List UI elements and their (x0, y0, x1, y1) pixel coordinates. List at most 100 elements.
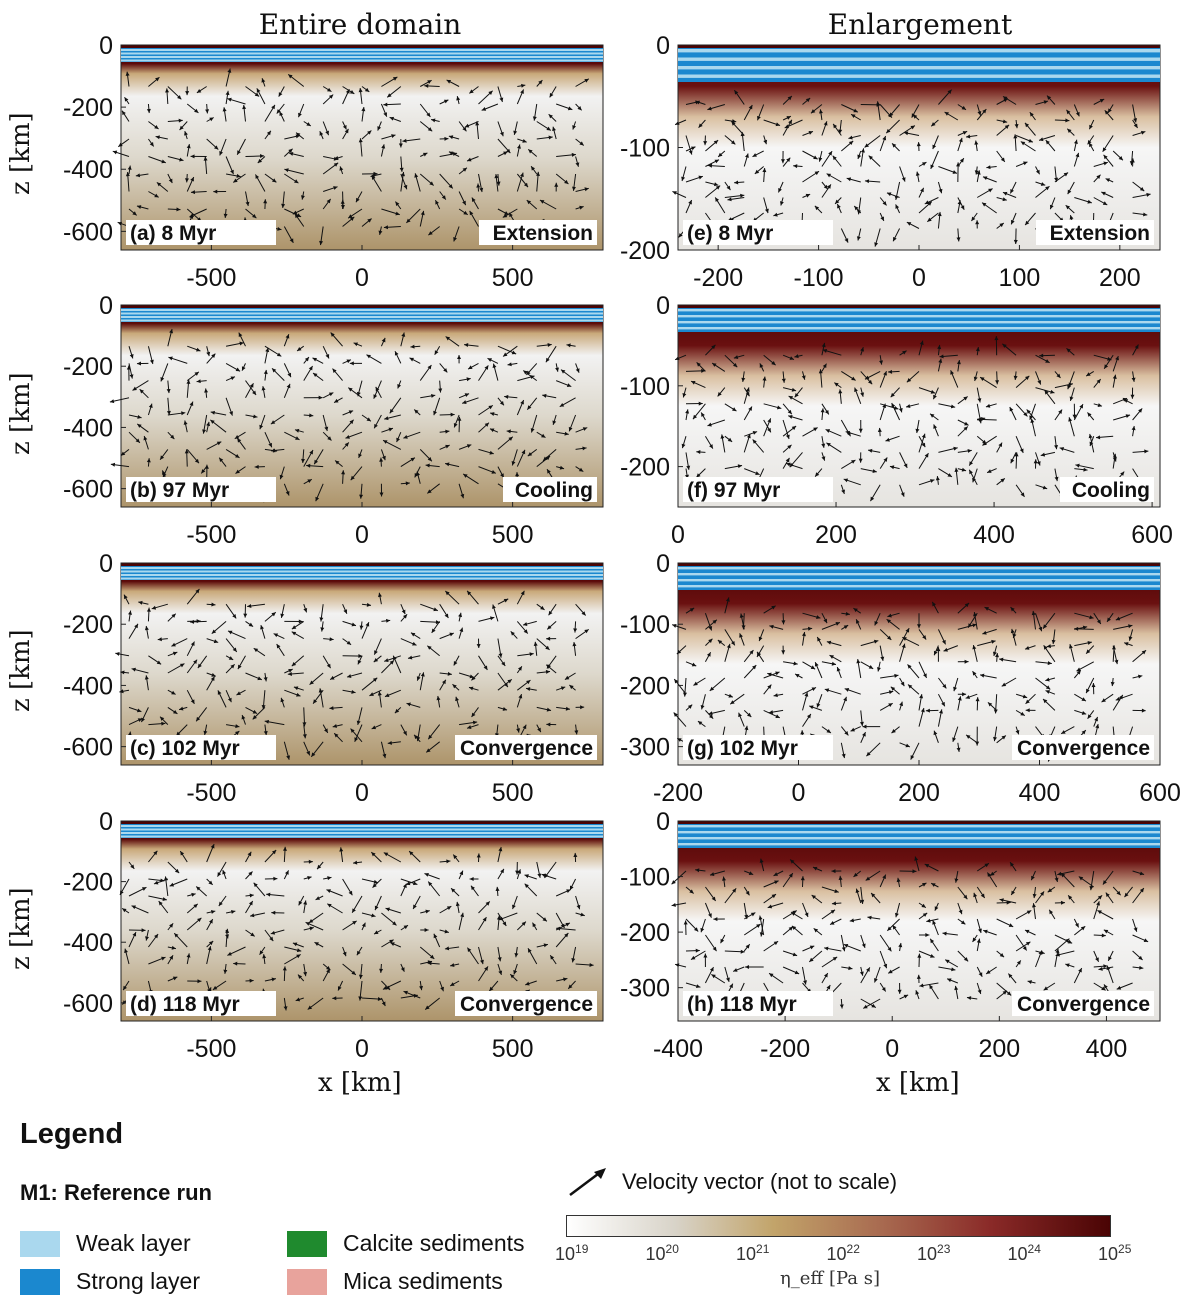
x-tick-label: 200 (815, 521, 857, 549)
panel-e-plot: 0 -100 -200 -200 -100 0 100 200 (e) 8 Myr Extensi… (620, 32, 1161, 292)
y-tick-label: -200 (620, 672, 670, 700)
y-tick-label: -100 (620, 611, 670, 639)
x-tick-label: 400 (973, 521, 1015, 549)
y-tick-label: -300 (620, 975, 670, 1003)
weak-layer (121, 574, 603, 576)
legend-item-strong: Strong layer (20, 1268, 200, 1295)
weak-layer (121, 312, 603, 315)
x-axis-label-right: x [km] (876, 1068, 960, 1098)
panel-label: (h) 118 Myr (687, 993, 797, 1016)
legend-run-name: M1: Reference run (20, 1180, 212, 1205)
x-tick-label: -200 (693, 264, 743, 292)
strong-layer (121, 566, 603, 580)
y-tick-label: -200 (620, 919, 670, 947)
x-tick-label: 400 (1086, 1035, 1128, 1063)
phase-label-box (1012, 735, 1154, 760)
weak-layer (121, 567, 603, 569)
weak-layer (678, 315, 1160, 318)
velocity-field (115, 588, 590, 760)
y-tick-label: 0 (656, 292, 670, 320)
x-tick-label: 200 (898, 779, 940, 807)
mica-sediments-swatch (287, 1268, 327, 1295)
weak-layer (121, 828, 603, 831)
panel-label-box (683, 477, 833, 502)
y-tick-label: 0 (99, 292, 113, 320)
weak-layer (121, 56, 603, 58)
y-tick-label: -200 (63, 353, 113, 381)
velocity-legend: Velocity vector (not to scale) (566, 1165, 897, 1199)
strong-layer (121, 824, 603, 838)
y-tick-label: -300 (620, 734, 670, 762)
weak-layer (678, 567, 1160, 570)
weak-layer (121, 832, 603, 834)
phase-label: Convergence (1017, 993, 1150, 1016)
y-tick-label: -600 (63, 476, 113, 504)
velocity-arrow-icon (569, 1168, 606, 1196)
weak-layer (678, 843, 1160, 846)
phase-label: Extension (493, 222, 593, 245)
y-tick-label: -400 (63, 156, 113, 184)
viscosity-field (120, 44, 604, 251)
y-tick-label: -400 (63, 929, 113, 957)
x-tick-label: -200 (760, 1035, 810, 1063)
y-tick-label: -200 (620, 237, 670, 265)
y-axis-label-a: z [km] (6, 112, 36, 195)
y-axis-label-c: z [km] (6, 629, 36, 712)
phase-label: Convergence (460, 993, 593, 1016)
viscosity-field (120, 820, 604, 1022)
x-tick-label: 200 (1099, 264, 1141, 292)
weak-layer (121, 316, 603, 318)
x-tick-label: 500 (492, 264, 534, 292)
panel-f: 0 -100 -200 0 200 400 600 (f) 97 Myr Cooling (608, 292, 1173, 557)
weak-layer (678, 327, 1160, 330)
panel-g: 0 -100 -200 -300 -200 0 200 400 600 (g) 102 Myr Co… (608, 550, 1181, 815)
panel-label: (c) 102 Myr (130, 737, 240, 760)
panel-d-plot: 0 -200 -400 -600 -500 0 500 (d) 118 Myr Converge… (63, 808, 604, 1063)
weak-layer (678, 57, 1160, 61)
x-tick-label: 400 (1019, 779, 1061, 807)
y-tick-label: 0 (656, 550, 670, 578)
x-tick-label: 500 (492, 1035, 534, 1063)
panel-label-box (683, 220, 833, 245)
x-tick-label: 0 (355, 1035, 369, 1063)
x-tick-label: 200 (978, 1035, 1020, 1063)
weak-layer (121, 59, 603, 62)
strong-layer (121, 308, 603, 322)
y-tick-label: -100 (620, 864, 670, 892)
weak-layer (678, 321, 1160, 324)
colorbar-tick-label: 1023 (917, 1242, 951, 1264)
y-tick-label: -100 (620, 135, 670, 163)
panel-d: 0 -200 -400 -600 -500 0 500 (d) 118 Myr Converge… (51, 808, 613, 1071)
colorbar-tick-label: 1019 (555, 1242, 589, 1264)
panel-label-box (126, 220, 276, 245)
phase-label: Convergence (1017, 737, 1150, 760)
panel-b: 0 -200 -400 -600 -500 0 500 (b) 97 Myr Cooling (51, 292, 613, 557)
phase-label-box (455, 735, 597, 760)
phase-label-box (1012, 991, 1154, 1016)
viscosity-field (677, 820, 1161, 1022)
y-tick-label: 0 (656, 32, 670, 60)
legend-item-calcite: Calcite sediments (287, 1230, 525, 1257)
y-tick-label: -200 (63, 869, 113, 897)
panel-c: 0 -200 -400 -600 -500 0 500 (c) 102 Myr Converge… (51, 550, 613, 815)
left-column-title: Entire domain (258, 8, 462, 41)
weak-layer (678, 66, 1160, 70)
y-tick-label: -400 (63, 672, 113, 700)
y-tick-label: -100 (620, 373, 670, 401)
x-tick-label: 100 (999, 264, 1041, 292)
weak-layer (678, 309, 1160, 312)
legend-item-label: Weak layer (76, 1230, 191, 1256)
panel-label-box (683, 991, 833, 1016)
x-tick-label: 600 (1131, 521, 1173, 549)
velocity-field (109, 328, 590, 503)
legend-item-label: Mica sediments (343, 1268, 503, 1294)
weak-layer (678, 579, 1160, 582)
y-tick-label: -200 (63, 611, 113, 639)
x-tick-label: 0 (355, 521, 369, 549)
x-tick-label: 0 (671, 521, 685, 549)
phase-label-box (503, 477, 597, 502)
x-tick-label: 0 (355, 264, 369, 292)
x-tick-label: -500 (186, 521, 236, 549)
strong-layer (121, 48, 603, 62)
x-tick-label: 500 (492, 779, 534, 807)
